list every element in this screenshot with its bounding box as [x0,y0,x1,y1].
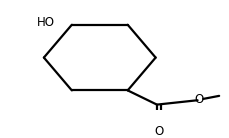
Text: O: O [193,93,203,106]
Text: HO: HO [37,16,55,29]
Text: O: O [154,125,163,138]
